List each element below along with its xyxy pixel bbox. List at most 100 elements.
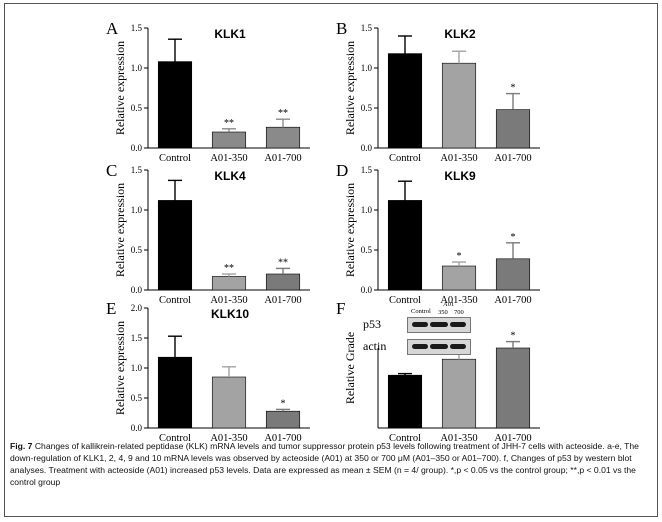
bar-a01-700 xyxy=(495,258,531,291)
significance-marker: * xyxy=(511,331,516,342)
x-category-label: Control xyxy=(159,153,191,164)
y-axis-label: Relative expression xyxy=(113,183,127,277)
bar-control xyxy=(157,200,193,291)
blot-group-label: A01 xyxy=(443,301,455,308)
x-category-label: Control xyxy=(389,433,421,444)
chart-panel-klk4: C KLK4 Relative expression 0.0 0.5 1.0 1.5 Cont… xyxy=(106,161,310,306)
figure-caption: Fig. 7 Changes of kallikrein-related pep… xyxy=(10,440,652,488)
panel-letter: D xyxy=(336,161,348,180)
bar-a01-350 xyxy=(211,131,247,149)
significance-marker: ** xyxy=(278,257,288,268)
chart-panel-klk9: D KLK9 Relative expression 0.0 0.5 1.0 1.5 Cont… xyxy=(336,161,540,306)
y-tick-label: 1.5 xyxy=(131,165,143,175)
x-category-label: Control xyxy=(389,153,421,164)
x-category-label: A01-700 xyxy=(494,153,531,164)
x-category-label: Control xyxy=(159,433,191,444)
y-tick-label: 1.5 xyxy=(361,165,373,175)
blot-lane-label-350: 350 xyxy=(438,309,448,316)
bar-control xyxy=(157,61,193,149)
bar-control xyxy=(387,200,423,291)
x-category-label: A01-350 xyxy=(440,295,477,306)
y-tick-label: 1.5 xyxy=(131,333,143,343)
blot-lane-label-700: 700 xyxy=(454,309,464,316)
significance-marker: * xyxy=(457,251,462,262)
bar-a01-700 xyxy=(265,410,301,429)
y-tick-label: 0.0 xyxy=(131,143,143,153)
significance-marker: ** xyxy=(224,263,234,274)
bar-a01-700 xyxy=(265,273,301,291)
y-tick-label: 0.0 xyxy=(361,143,373,153)
x-category-label: A01-700 xyxy=(494,433,531,444)
caption-figure-label: Fig. 7 xyxy=(10,441,33,451)
x-category-label: A01-700 xyxy=(494,295,531,306)
bar-a01-350 xyxy=(211,376,247,429)
panel-letter: B xyxy=(336,19,347,38)
significance-marker: * xyxy=(511,83,516,94)
blot-band xyxy=(430,344,448,349)
y-tick-label: 1.0 xyxy=(131,205,143,215)
blot-row-label-actin: actin xyxy=(363,339,387,353)
bar-a01-700 xyxy=(265,126,301,149)
blot-row-label-p53: p53 xyxy=(363,317,381,331)
significance-marker: ** xyxy=(224,118,234,129)
blot-band xyxy=(450,344,466,349)
x-category-label: A01-350 xyxy=(440,153,477,164)
figure-frame xyxy=(4,3,658,517)
bar-control xyxy=(157,356,193,429)
blot-band xyxy=(430,322,448,327)
y-tick-label: 0.0 xyxy=(131,285,143,295)
y-tick-label: 0.0 xyxy=(361,285,373,295)
blot-strip-actin xyxy=(407,339,471,355)
y-tick-label: 0.5 xyxy=(361,245,373,255)
bar-a01-700 xyxy=(495,347,531,429)
x-category-label: A01-700 xyxy=(264,295,301,306)
panel-letter: C xyxy=(106,161,117,180)
panel-letter: E xyxy=(106,299,116,318)
panel-letter: A xyxy=(106,19,119,38)
y-tick-label: 1.0 xyxy=(361,205,373,215)
x-category-label: A01-350 xyxy=(440,433,477,444)
panel-letter: F xyxy=(336,299,345,318)
chart-title: KLK4 xyxy=(214,169,246,183)
x-category-label: A01-350 xyxy=(210,295,247,306)
y-axis-label: Relative expression xyxy=(113,321,127,415)
blot-band xyxy=(412,322,428,327)
x-category-label: Control xyxy=(159,295,191,306)
bar-a01-700 xyxy=(495,109,531,149)
significance-marker: ** xyxy=(278,108,288,119)
chart-panel-klk2: B KLK2 Relative expression 0.0 0.5 1.0 1.5 Cont… xyxy=(336,19,540,164)
bar-control xyxy=(387,53,423,149)
y-axis-label: Relative Grade xyxy=(343,332,357,404)
blot-band xyxy=(412,344,428,349)
chart-title: KLK2 xyxy=(444,27,476,41)
chart-title: KLK9 xyxy=(444,169,476,183)
significance-marker: * xyxy=(511,232,516,243)
significance-marker: * xyxy=(281,398,286,409)
chart-panel-p53: F Relative Grade Control A01-350 * A01-700 xyxy=(336,299,540,444)
chart-panel-klk10: E KLK10 Relative expression 0.0 0.5 1.0 1.5 2.0… xyxy=(106,299,310,444)
y-axis-label: Relative expression xyxy=(113,41,127,135)
y-tick-label: 1.5 xyxy=(131,23,143,33)
y-axis-label: Relative expression xyxy=(343,183,357,277)
x-category-label: A01-350 xyxy=(210,153,247,164)
bar-a01-350 xyxy=(211,276,247,291)
x-category-label: A01-350 xyxy=(210,433,247,444)
bar-control xyxy=(387,374,423,429)
x-category-label: Control xyxy=(389,295,421,306)
x-category-label: A01-700 xyxy=(264,153,301,164)
y-tick-label: 1.0 xyxy=(131,63,143,73)
y-tick-label: 1.5 xyxy=(361,23,373,33)
y-tick-label: 1.0 xyxy=(361,63,373,73)
chart-title: KLK10 xyxy=(211,307,249,321)
blot-strip-p53 xyxy=(407,317,471,333)
y-tick-label: 0.0 xyxy=(131,423,143,433)
chart-panel-klk1: A KLK1 Relative expression 0.0 0.5 1.0 1.5 Cont… xyxy=(106,19,310,164)
y-tick-label: 1.0 xyxy=(131,363,143,373)
y-tick-label: 0.5 xyxy=(131,393,143,403)
western-blot-image: p53 actin A01 Control 350 700 xyxy=(363,301,493,365)
bar-a01-350 xyxy=(441,265,477,291)
y-axis-label: Relative expression xyxy=(343,41,357,135)
bar-a01-350 xyxy=(441,62,477,149)
x-category-label: A01-700 xyxy=(264,433,301,444)
caption-text: Changes of kallikrein-related peptidase … xyxy=(10,441,639,487)
